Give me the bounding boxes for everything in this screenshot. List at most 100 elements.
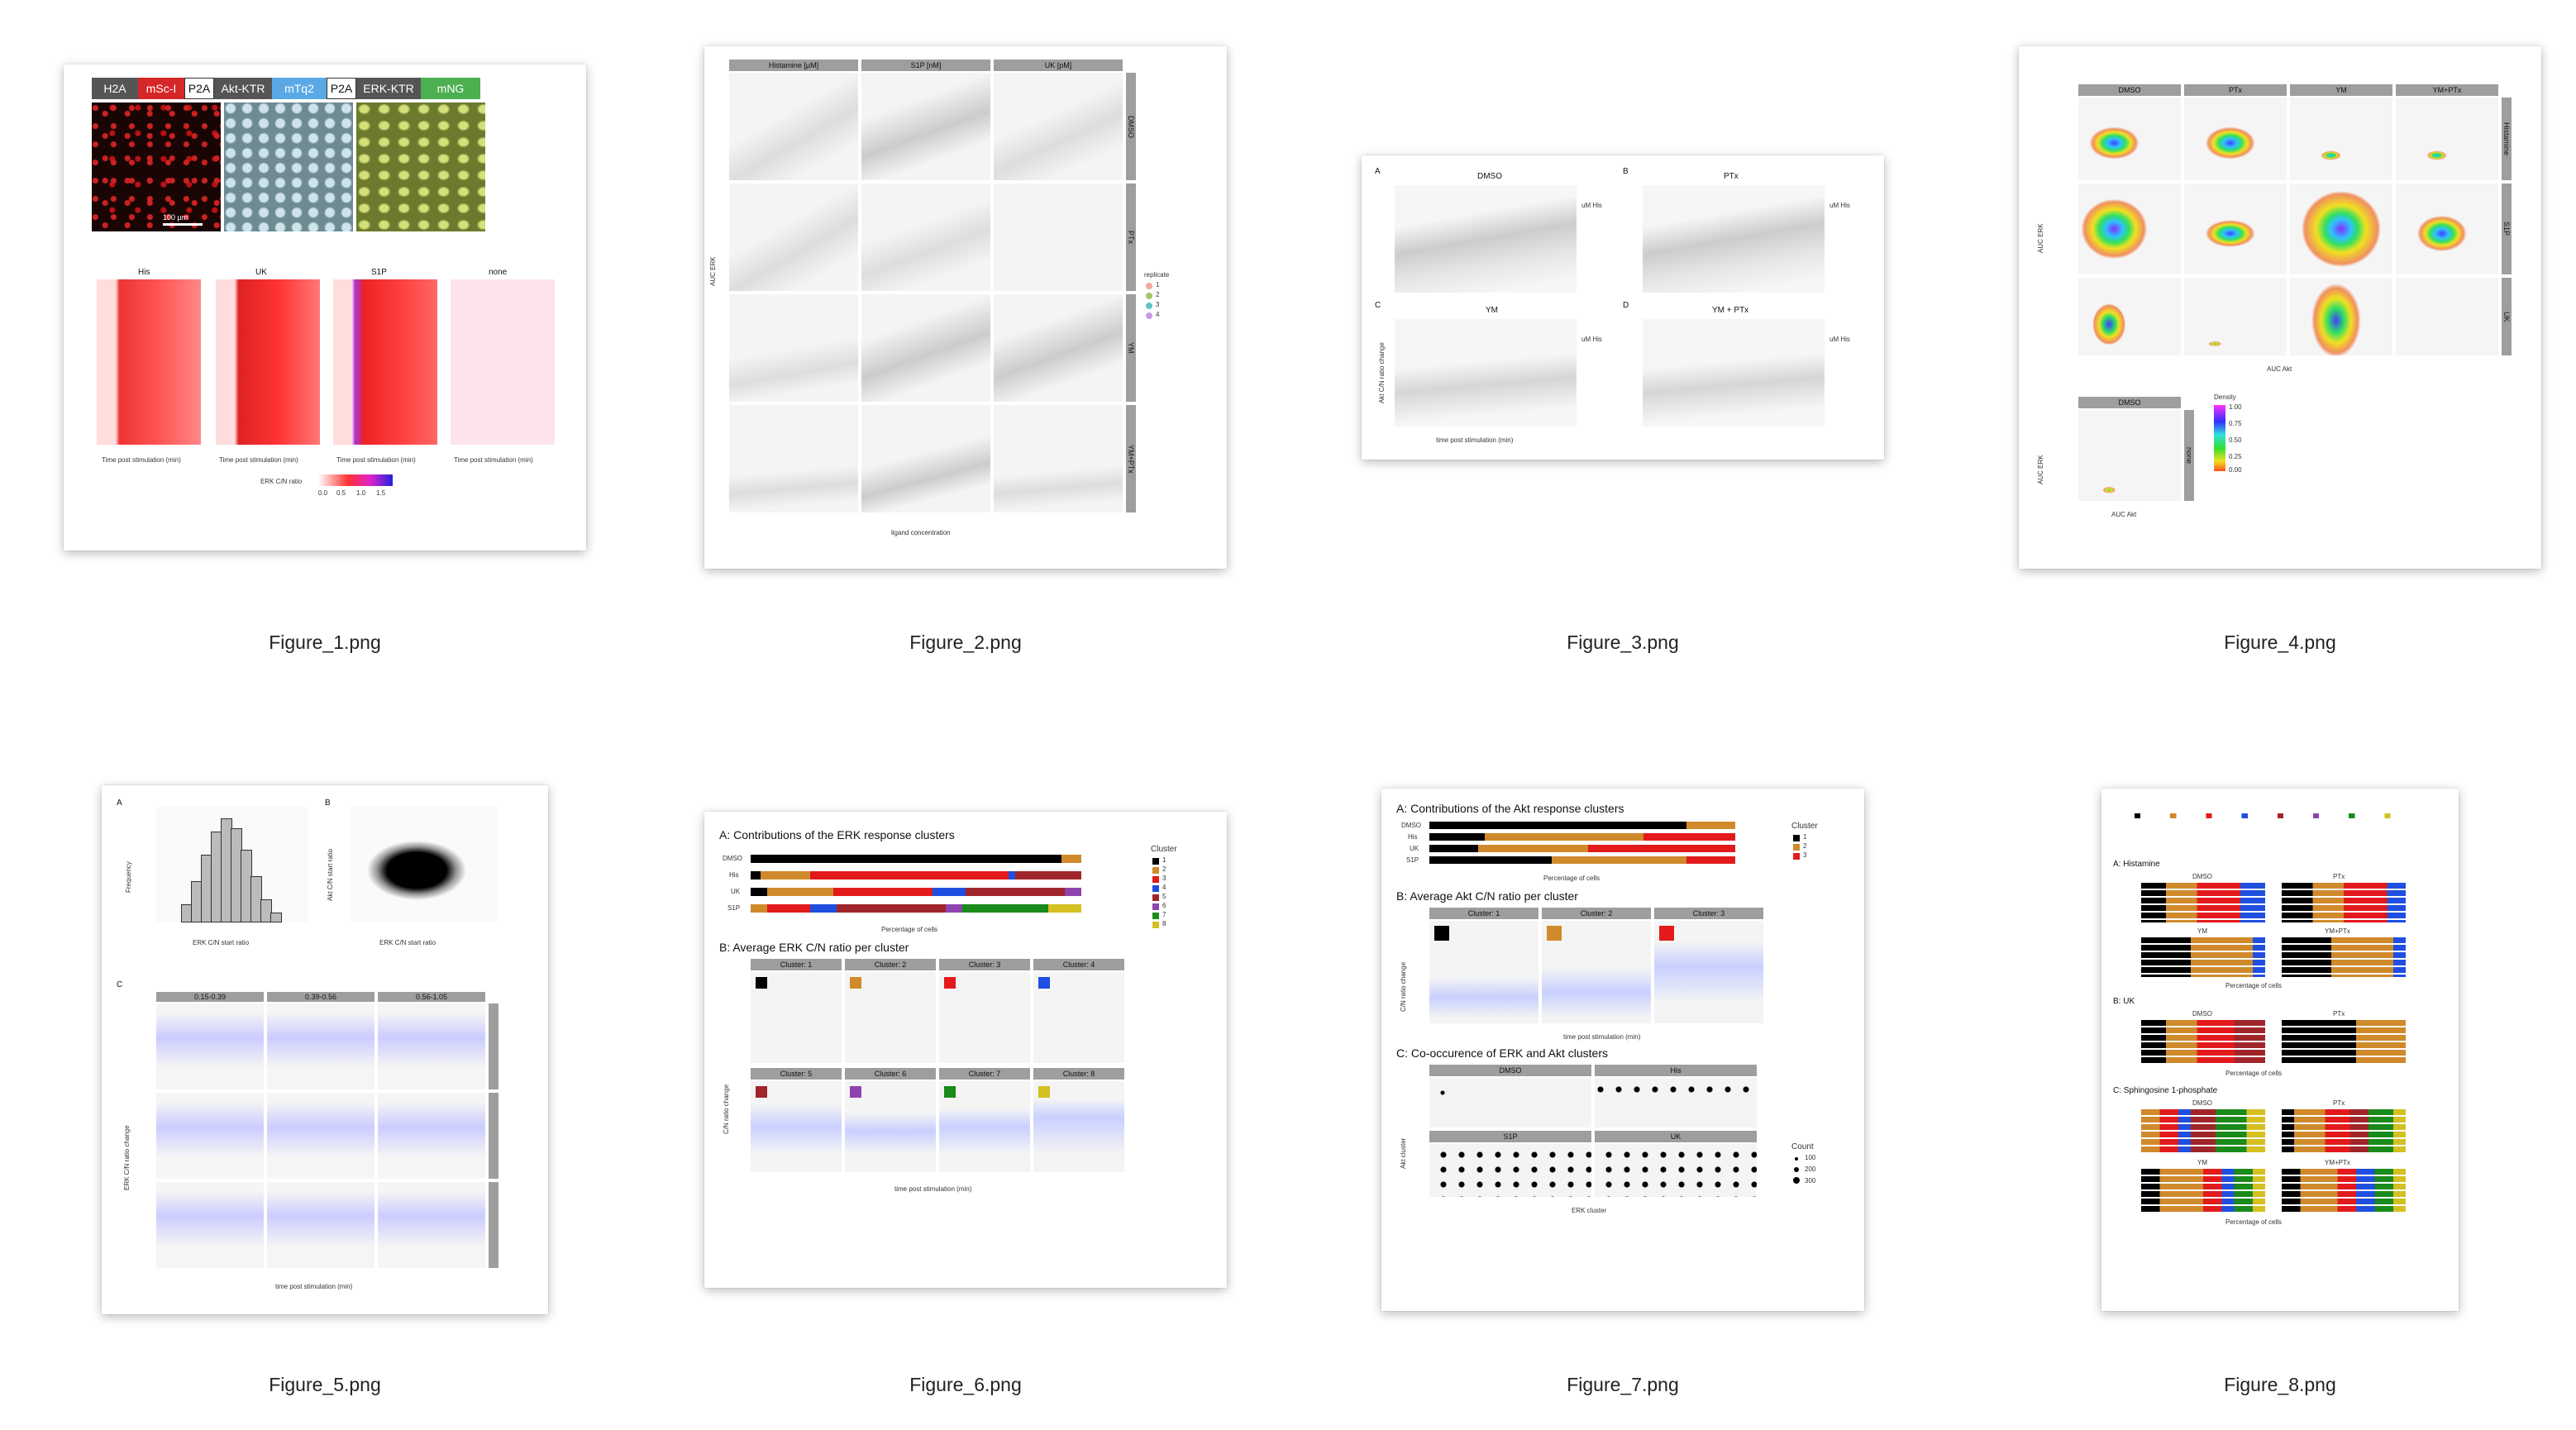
file-tile-figure-7[interactable]: A: Contributions of the Akt response clu… bbox=[1309, 752, 1937, 1430]
hist-ylabel: Frequency bbox=[125, 861, 132, 893]
xlabel: time post stimulation (min) bbox=[1436, 436, 1514, 444]
ylabel-b: C/N ratio change bbox=[1400, 961, 1407, 1012]
panel-letter-a: A bbox=[1375, 167, 1381, 176]
panel-letter-c: C bbox=[1375, 301, 1381, 310]
legend-label-2: 2 bbox=[1156, 291, 1160, 298]
thumbnail-area[interactable]: Histamine [µM] S1P [nM] UK [pM] DMSO PTx bbox=[651, 10, 1280, 605]
density-r3c1 bbox=[2078, 278, 2181, 355]
xlabel-a: Percentage of cells bbox=[881, 926, 938, 933]
thumbnail-area[interactable]: A: Histamine DMSO PTx YM YM+PTx Percenta… bbox=[1966, 752, 2576, 1347]
figure-8-thumbnail[interactable]: A: Histamine DMSO PTx YM YM+PTx Percenta… bbox=[2101, 789, 2459, 1311]
line-panel-1 bbox=[156, 1003, 264, 1089]
thumbnail-area[interactable]: DMSO PTx YM YM+PTx Histamine S1P UK bbox=[1966, 10, 2576, 605]
thumbnail-area[interactable]: A B C ERK C/N start ratio Frequ bbox=[11, 752, 639, 1347]
density-tick-3: 0.25 bbox=[2229, 453, 2242, 460]
akt-panel-3 bbox=[1654, 921, 1763, 1023]
line-panel-9 bbox=[378, 1182, 485, 1268]
density-b bbox=[2078, 410, 2181, 501]
file-name[interactable]: Figure_5.png bbox=[269, 1374, 381, 1395]
file-name[interactable]: Figure_8.png bbox=[2224, 1374, 2336, 1395]
panel-r2c2 bbox=[861, 184, 990, 291]
thumbnail-area[interactable]: H2A mSc-I P2A Akt-KTR mTq2 P2A ERK-KTR m… bbox=[11, 10, 639, 605]
file-name[interactable]: Figure_1.png bbox=[269, 632, 381, 653]
a-xlabel: Percentage of cells bbox=[2225, 982, 2283, 989]
title-a: A: Contributions of the Akt response clu… bbox=[1396, 802, 1624, 815]
b-sub-dmso: DMSO bbox=[2192, 1010, 2212, 1018]
thumbnail-area[interactable]: A B C D DMSO PTx YM YM + PTx uM His uM H… bbox=[1309, 10, 1937, 605]
colorbar-tick-3: 1.5 bbox=[376, 489, 386, 497]
heatmap-s1p bbox=[333, 279, 437, 445]
cluster-panel-7 bbox=[939, 1081, 1030, 1172]
figure-3-thumbnail[interactable]: A B C D DMSO PTx YM YM + PTx uM His uM H… bbox=[1362, 155, 1884, 460]
file-tile-figure-4[interactable]: DMSO PTx YM YM+PTx Histamine S1P UK bbox=[1966, 10, 2576, 688]
line-panel-4 bbox=[156, 1093, 264, 1179]
row-label-dmso: DMSO bbox=[1401, 822, 1421, 829]
line-panel-3 bbox=[378, 1003, 485, 1089]
row-label-his: His bbox=[1408, 833, 1418, 841]
ylabel-c: Akt cluster bbox=[1400, 1137, 1407, 1169]
line-panel-ym bbox=[1395, 319, 1577, 427]
panel-r1c2 bbox=[861, 73, 990, 180]
file-name[interactable]: Figure_6.png bbox=[909, 1374, 1022, 1395]
file-tile-figure-6[interactable]: A: Contributions of the ERK response clu… bbox=[651, 752, 1280, 1430]
figure-6-thumbnail[interactable]: A: Contributions of the ERK response clu… bbox=[704, 812, 1227, 1288]
strip-cluster-4: Cluster: 4 bbox=[1033, 959, 1124, 970]
legend-label-4: 4 bbox=[1156, 311, 1160, 318]
col-strip-histamine: Histamine [µM] bbox=[729, 60, 858, 71]
akt-bar-s1p bbox=[1429, 856, 1735, 864]
heat-title-s1p: S1P bbox=[371, 268, 387, 277]
density-tick-0: 1.00 bbox=[2229, 403, 2242, 411]
file-name[interactable]: Figure_2.png bbox=[909, 632, 1022, 653]
c-panel-dmso bbox=[1429, 1078, 1591, 1127]
xlabel-uk: Time post stimulation (min) bbox=[219, 456, 298, 464]
file-tile-figure-8[interactable]: A: Histamine DMSO PTx YM YM+PTx Percenta… bbox=[1966, 752, 2576, 1430]
line-panel-6 bbox=[378, 1093, 485, 1179]
line-panel-ptx bbox=[1643, 185, 1825, 293]
file-tile-figure-1[interactable]: H2A mSc-I P2A Akt-KTR mTq2 P2A ERK-KTR m… bbox=[11, 10, 639, 688]
file-tile-figure-2[interactable]: Histamine [µM] S1P [nM] UK [pM] DMSO PTx bbox=[651, 10, 1280, 688]
count-100: 100 bbox=[1805, 1154, 1816, 1161]
cluster-panel-8 bbox=[1033, 1081, 1124, 1172]
figure-7-thumbnail[interactable]: A: Contributions of the Akt response clu… bbox=[1381, 789, 1864, 1311]
strip-cluster-6: Cluster: 6 bbox=[845, 1068, 936, 1080]
file-name[interactable]: Figure_7.png bbox=[1567, 1374, 1679, 1395]
figure-2-thumbnail[interactable]: Histamine [µM] S1P [nM] UK [pM] DMSO PTx bbox=[704, 46, 1227, 569]
strip-2: 0.39-0.56 bbox=[267, 992, 374, 1002]
density-r3c4 bbox=[2396, 278, 2498, 355]
panel-letter-d: D bbox=[1623, 301, 1629, 310]
title-c: C: Co-occurence of ERK and Akt clusters bbox=[1396, 1046, 1608, 1060]
construct-msci: mSc-I bbox=[138, 78, 184, 99]
strip-1: 0.15-0.39 bbox=[156, 992, 264, 1002]
col-strip-ptx: PTx bbox=[2184, 84, 2287, 96]
col-strip-s1p: S1P [nM] bbox=[861, 60, 990, 71]
row-label-s1p: S1P bbox=[1406, 856, 1419, 864]
cluster-legend bbox=[2135, 813, 2432, 846]
file-name[interactable]: Figure_3.png bbox=[1567, 632, 1679, 653]
xlabel-a: AUC Akt bbox=[2267, 365, 2292, 373]
file-tile-figure-3[interactable]: A B C D DMSO PTx YM YM + PTx uM His uM H… bbox=[1309, 10, 1937, 688]
panel-r3c1 bbox=[729, 294, 858, 402]
scatter-panel bbox=[350, 807, 499, 922]
file-name[interactable]: Figure_4.png bbox=[2224, 632, 2336, 653]
file-tile-figure-5[interactable]: A B C ERK C/N start ratio Frequ bbox=[11, 752, 639, 1430]
figure-1-thumbnail[interactable]: H2A mSc-I P2A Akt-KTR mTq2 P2A ERK-KTR m… bbox=[64, 64, 586, 551]
heatmap-his bbox=[97, 279, 201, 445]
figure-4-thumbnail[interactable]: DMSO PTx YM YM+PTx Histamine S1P UK bbox=[2019, 46, 2541, 569]
xlabel-b: time post stimulation (min) bbox=[1563, 1033, 1641, 1041]
c-bars-dmso bbox=[2141, 1108, 2265, 1154]
line-panel-2 bbox=[267, 1003, 374, 1089]
panel-title-ptx: PTx bbox=[1724, 172, 1739, 181]
c-sub-ym: YM bbox=[2197, 1159, 2207, 1166]
title-b: B: Average Akt C/N ratio per cluster bbox=[1396, 889, 1578, 903]
legend-label-1: 1 bbox=[1162, 856, 1166, 864]
figure-5-thumbnail[interactable]: A B C ERK C/N start ratio Frequ bbox=[102, 785, 548, 1314]
legend-swatch-1 bbox=[1146, 283, 1152, 289]
legend-title-a: uM His bbox=[1581, 202, 1602, 209]
legend-label-3: 3 bbox=[1803, 851, 1807, 859]
xlabel-b: time post stimulation (min) bbox=[894, 1185, 972, 1193]
strip-cluster-2: Cluster: 2 bbox=[845, 959, 936, 970]
thumbnail-area[interactable]: A: Contributions of the ERK response clu… bbox=[651, 752, 1280, 1347]
legend-title-b: uM His bbox=[1829, 202, 1850, 209]
thumbnail-area[interactable]: A: Contributions of the Akt response clu… bbox=[1309, 752, 1937, 1347]
a-bars-dmso bbox=[2141, 881, 2265, 922]
